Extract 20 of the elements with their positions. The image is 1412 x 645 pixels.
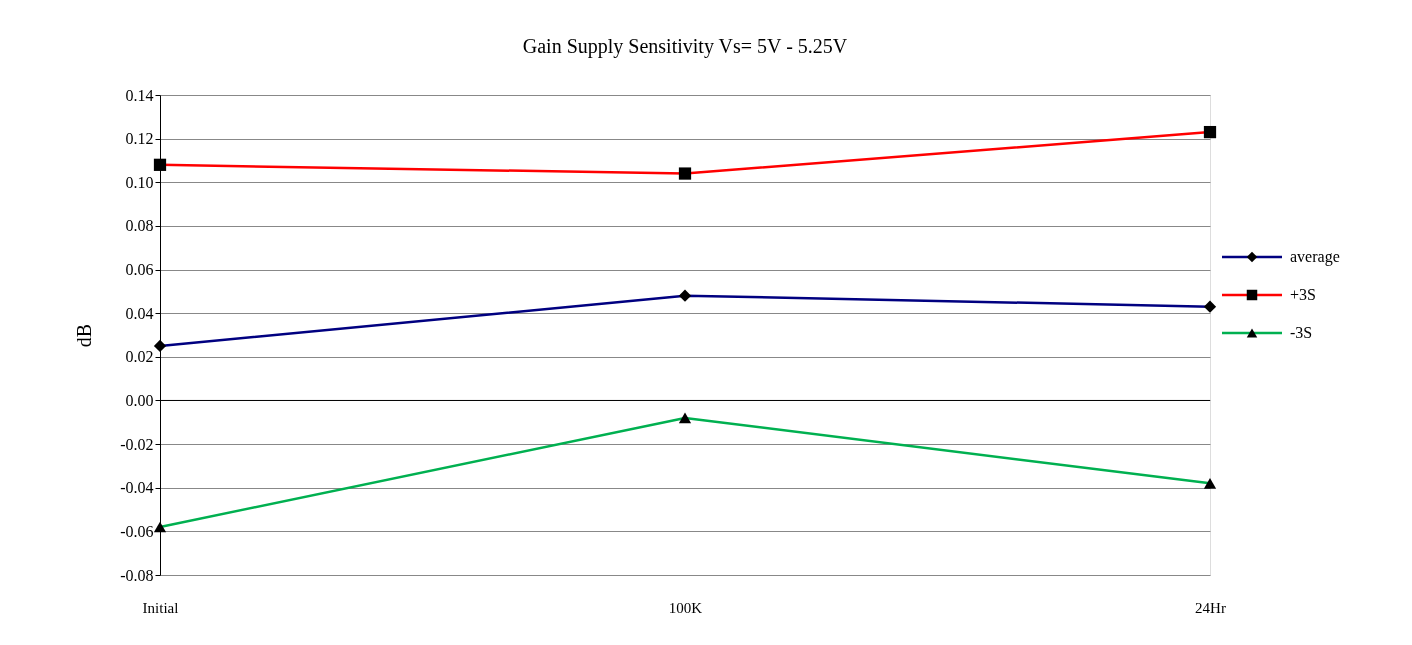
- chart-title: Gain Supply Sensitivity Vs= 5V - 5.25V: [522, 35, 848, 58]
- y-tick-label: 0.12: [125, 130, 154, 148]
- legend-label: average: [1290, 248, 1340, 266]
- y-axis-title: dB: [73, 323, 96, 348]
- y-tick-label: -0.08: [120, 566, 154, 584]
- y-tick-label: -0.02: [120, 435, 154, 453]
- legend-label: +3S: [1290, 286, 1316, 303]
- y-tick-label: 0.06: [125, 261, 154, 279]
- y-tick-label: -0.04: [120, 479, 154, 497]
- legend-label: -3S: [1290, 324, 1313, 341]
- y-tick-label: 0.08: [125, 217, 154, 235]
- y-tick-label: 0.14: [125, 86, 154, 104]
- x-tick-label: Initial: [142, 599, 179, 616]
- y-tick-label: 0.02: [125, 348, 154, 366]
- y-tick-label: -0.06: [120, 522, 154, 540]
- x-tick-label: 100K: [668, 599, 703, 616]
- y-tick-label: 0.00: [125, 391, 154, 409]
- y-tick-label: 0.04: [125, 304, 154, 322]
- x-tick-label: 24Hr: [1195, 599, 1226, 616]
- y-tick-label: 0.10: [125, 173, 154, 191]
